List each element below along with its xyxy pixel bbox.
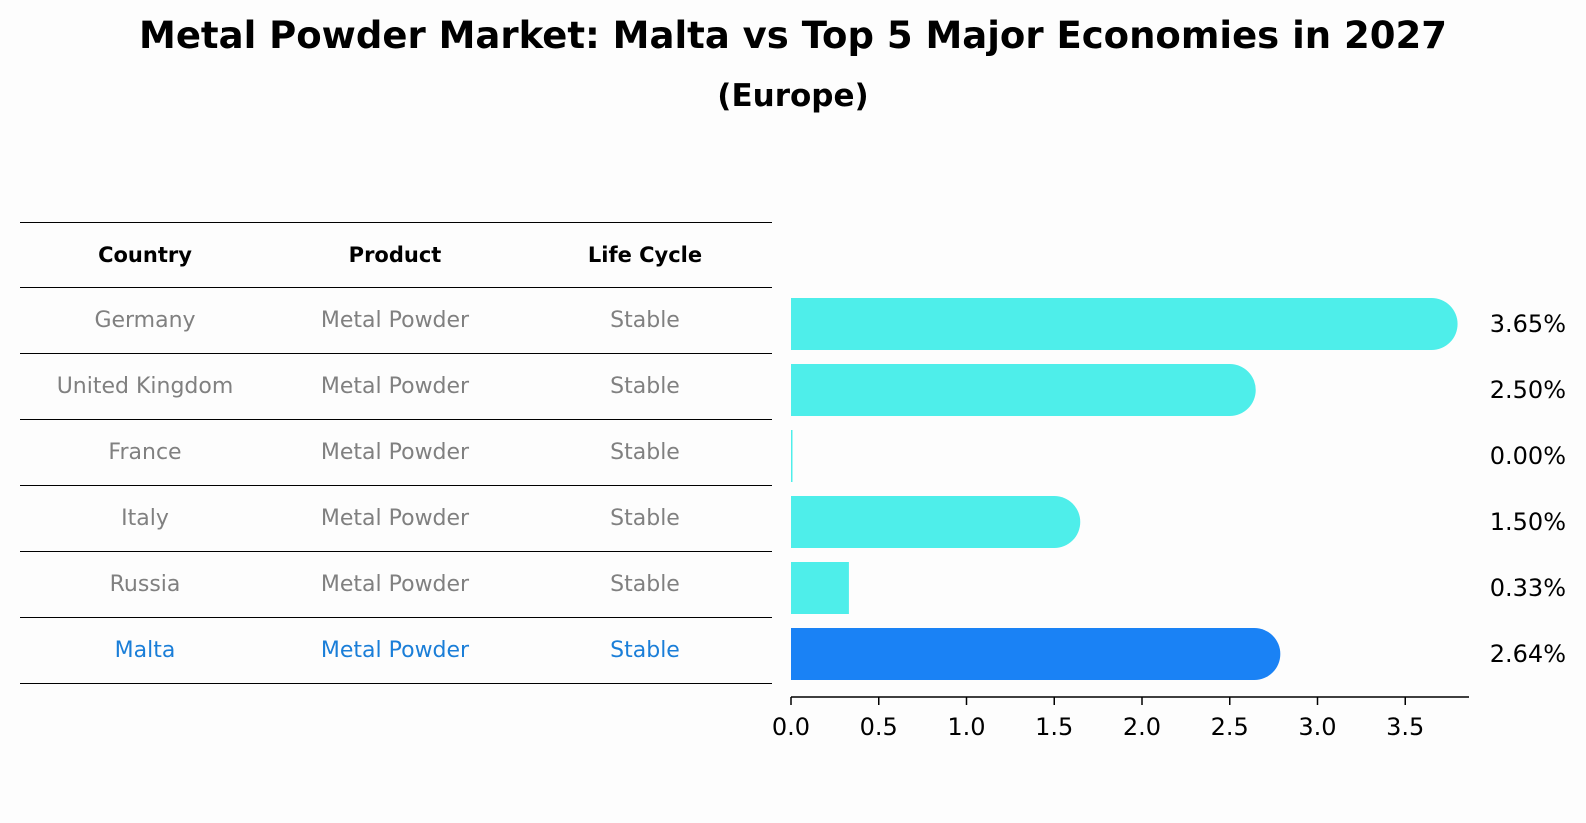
bar	[791, 298, 1458, 350]
header-life-cycle: Life Cycle	[587, 243, 703, 267]
life-cycle-cell: Stable	[610, 506, 680, 531]
chart-title: Metal Powder Market: Malta vs Top 5 Majo…	[139, 14, 1447, 57]
product-cell: Metal Powder	[320, 440, 470, 465]
table-row-highlight: Malta Metal Powder Stable	[20, 618, 772, 684]
value-label: 3.65%	[1490, 310, 1566, 338]
bar	[791, 628, 1281, 680]
bar	[791, 496, 1081, 548]
country-cell: Italy	[121, 506, 169, 531]
x-tick-label: 3.0	[1298, 713, 1336, 741]
table-header-row: Country Product Life Cycle	[20, 222, 772, 288]
header-country: Country	[98, 243, 192, 267]
country-cell: Germany	[94, 308, 196, 333]
x-tick-label: 2.5	[1211, 713, 1249, 741]
bar	[791, 430, 793, 482]
table-row: Germany Metal Powder Stable	[20, 288, 772, 354]
product-cell: Metal Powder	[320, 638, 470, 663]
x-tick-label: 1.0	[947, 713, 985, 741]
data-table: Country Product Life Cycle Germany Metal…	[20, 222, 772, 684]
x-tick-label: 0.0	[772, 713, 810, 741]
value-label: 2.64%	[1490, 640, 1566, 668]
x-tick-label: 1.5	[1035, 713, 1073, 741]
table-row: France Metal Powder Stable	[20, 420, 772, 486]
table-row: Italy Metal Powder Stable	[20, 486, 772, 552]
product-cell: Metal Powder	[320, 506, 470, 531]
life-cycle-cell: Stable	[610, 308, 680, 333]
value-label: 0.33%	[1490, 574, 1566, 602]
product-cell: Metal Powder	[320, 374, 470, 399]
life-cycle-cell: Stable	[610, 440, 680, 465]
product-cell: Metal Powder	[320, 308, 470, 333]
life-cycle-cell: Stable	[610, 572, 680, 597]
country-cell: Russia	[109, 572, 181, 597]
x-tick-label: 0.5	[860, 713, 898, 741]
header-product: Product	[348, 243, 442, 267]
value-label: 0.00%	[1490, 442, 1566, 470]
value-label: 2.50%	[1490, 376, 1566, 404]
life-cycle-cell: Stable	[610, 638, 680, 663]
country-cell: France	[108, 440, 182, 465]
life-cycle-cell: Stable	[610, 374, 680, 399]
x-tick-label: 3.5	[1386, 713, 1424, 741]
bar	[791, 364, 1256, 416]
product-cell: Metal Powder	[320, 572, 470, 597]
table-row: Russia Metal Powder Stable	[20, 552, 772, 618]
value-label: 1.50%	[1490, 508, 1566, 536]
chart-subtitle: (Europe)	[717, 78, 869, 114]
x-tick-label: 2.0	[1123, 713, 1161, 741]
country-cell: Malta	[114, 638, 176, 663]
table-row: United Kingdom Metal Powder Stable	[20, 354, 772, 420]
bar	[791, 562, 849, 614]
country-cell: United Kingdom	[56, 374, 234, 399]
